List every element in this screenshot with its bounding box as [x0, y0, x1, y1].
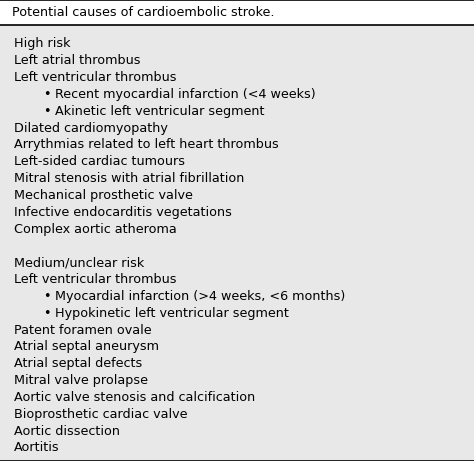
Text: Atrial septal defects: Atrial septal defects [14, 357, 143, 370]
Text: Aortic valve stenosis and calcification: Aortic valve stenosis and calcification [14, 391, 255, 404]
Text: Left-sided cardiac tumours: Left-sided cardiac tumours [14, 155, 185, 168]
Text: •: • [43, 290, 50, 303]
Text: Dilated cardiomyopathy: Dilated cardiomyopathy [14, 122, 168, 135]
Text: High risk: High risk [14, 37, 71, 50]
Text: Complex aortic atheroma: Complex aortic atheroma [14, 223, 177, 236]
Bar [0, 0, 474, 25]
Text: Left atrial thrombus: Left atrial thrombus [14, 54, 141, 67]
Text: Infective endocarditis vegetations: Infective endocarditis vegetations [14, 206, 232, 219]
Text: •: • [43, 88, 50, 101]
Text: Patent foramen ovale: Patent foramen ovale [14, 324, 152, 337]
Text: Aortic dissection: Aortic dissection [14, 425, 120, 437]
Text: Left ventricular thrombus: Left ventricular thrombus [14, 71, 177, 84]
Text: Hypokinetic left ventricular segment: Hypokinetic left ventricular segment [55, 307, 288, 320]
Text: Myocardial infarction (>4 weeks, <6 months): Myocardial infarction (>4 weeks, <6 mont… [55, 290, 345, 303]
Text: Medium/unclear risk: Medium/unclear risk [14, 256, 145, 269]
Text: Bioprosthetic cardiac valve: Bioprosthetic cardiac valve [14, 408, 188, 421]
Text: Left ventricular thrombus: Left ventricular thrombus [14, 273, 177, 286]
Text: Akinetic left ventricular segment: Akinetic left ventricular segment [55, 105, 264, 118]
Text: Aortitis: Aortitis [14, 442, 60, 455]
Text: Potential causes of cardioembolic stroke.: Potential causes of cardioembolic stroke… [12, 6, 274, 19]
Text: Mechanical prosthetic valve: Mechanical prosthetic valve [14, 189, 193, 202]
Text: Atrial septal aneurysm: Atrial septal aneurysm [14, 341, 159, 354]
Text: Mitral valve prolapse: Mitral valve prolapse [14, 374, 148, 387]
Text: Mitral stenosis with atrial fibrillation: Mitral stenosis with atrial fibrillation [14, 172, 245, 185]
Text: Arrythmias related to left heart thrombus: Arrythmias related to left heart thrombu… [14, 138, 279, 151]
Text: •: • [43, 105, 50, 118]
Text: Recent myocardial infarction (<4 weeks): Recent myocardial infarction (<4 weeks) [55, 88, 315, 101]
Text: •: • [43, 307, 50, 320]
